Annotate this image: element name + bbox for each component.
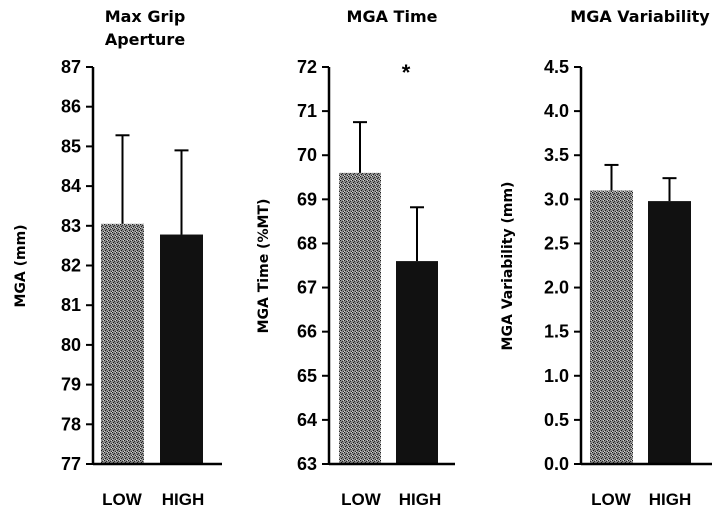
chart-title-line-1: Max Grip [105,7,186,26]
category-label-low: LOW [341,490,382,509]
category-label-high: HIGH [649,490,692,509]
y-axis-title: MGA Variability (mm) [500,182,516,351]
category-label-low: LOW [591,490,632,509]
y-tick-label: 3.5 [544,145,569,165]
y-tick-label: 82 [61,256,81,276]
panel-mga-time: MGA Time MGA Time (%MT) 63 64 65 66 67 68 69 70… [256,7,455,509]
chart-title: MGA Time [347,7,438,26]
y-tick-label: 87 [61,57,81,77]
y-axis-title: MGA (mm) [13,224,29,307]
y-tick-label: 65 [297,366,317,386]
category-label-low: LOW [102,490,143,509]
bar-low [101,223,144,464]
category-label-high: HIGH [162,490,205,509]
panel-mga-variability: MGA Variability MGA Variability (mm) 0.0… [500,7,712,509]
chart-title: MGA Variability [570,7,710,26]
y-tick-label: 86 [61,97,81,117]
y-tick-label: 1.0 [544,366,569,386]
y-tick-label: 2.0 [544,278,569,298]
y-tick-label: 66 [297,322,317,342]
y-tick-label: 67 [297,278,317,298]
y-tick-label: 78 [61,414,81,434]
y-tick-label: 4.5 [544,57,569,77]
plot-area: 0.0 0.5 1.0 1.5 2.0 2.5 3.0 3.5 4.0 4.5 [544,57,712,474]
y-tick-label: 77 [61,454,81,474]
bar-low [339,172,381,464]
y-tick-label: 3.0 [544,189,569,209]
y-tick-label: 68 [297,233,317,253]
panel-max-grip-aperture: Max Grip Aperture MGA (mm) 77 78 79 80 81 82 8… [13,7,222,509]
y-tick-label: 69 [297,189,317,209]
y-tick-label: 81 [61,295,81,315]
y-tick-label: 79 [61,375,81,395]
y-tick-label: 64 [297,410,317,430]
y-tick-label: 84 [61,176,81,196]
bar-high [396,261,438,464]
y-tick-label: 80 [61,335,81,355]
bar-high [160,234,203,464]
chart-title-line-2: Aperture [105,30,186,49]
y-tick-label: 70 [297,145,317,165]
y-tick-label: 0.0 [544,454,569,474]
y-tick-label: 4.0 [544,101,569,121]
plot-area: 77 78 79 80 81 82 83 84 85 86 87 [61,57,222,474]
category-label-high: HIGH [399,490,442,509]
y-axis-title: MGA Time (%MT) [256,199,272,334]
y-tick-label: 2.5 [544,233,569,253]
y-tick-label: 83 [61,216,81,236]
y-tick-label: 63 [297,454,317,474]
significance-marker: * [402,60,411,85]
y-tick-label: 72 [297,57,317,77]
y-tick-label: 85 [61,136,81,156]
bar-high [648,201,691,464]
y-tick-label: 0.5 [544,410,569,430]
y-tick-label: 71 [297,101,317,121]
plot-area: 63 64 65 66 67 68 69 70 71 72 [297,57,455,474]
bar-low [590,190,633,464]
y-tick-label: 1.5 [544,322,569,342]
